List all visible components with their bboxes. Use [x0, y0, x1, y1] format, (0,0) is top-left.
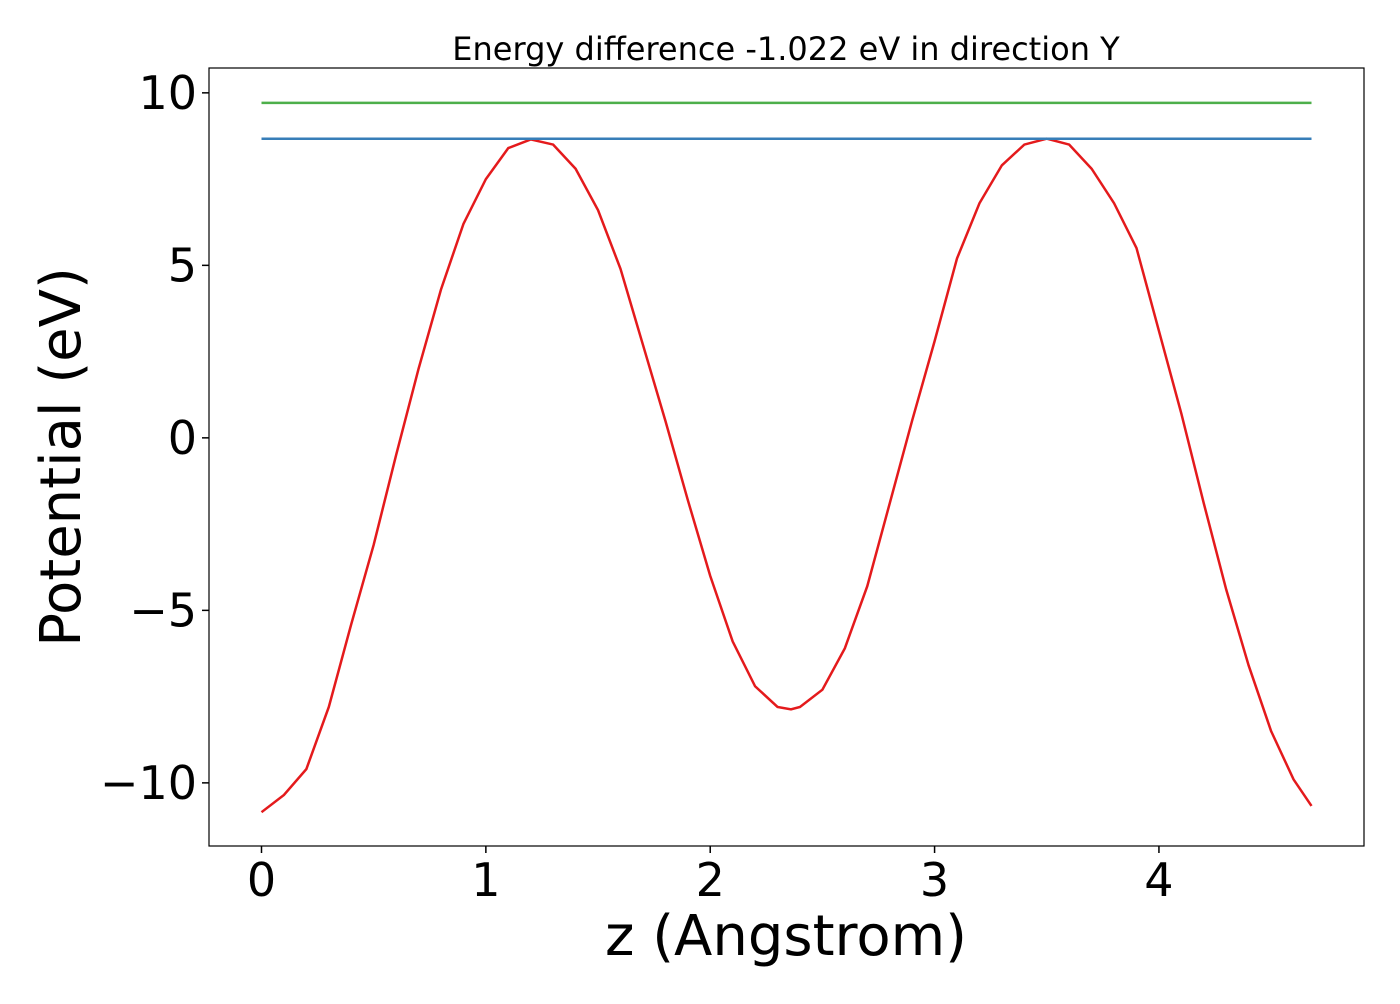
plot-frame — [208, 67, 1365, 847]
y-tick-label: −10 — [100, 756, 197, 810]
x-tick-label: 3 — [920, 853, 949, 907]
chart-title: Energy difference -1.022 eV in direction… — [452, 30, 1120, 68]
x-axis-label: z (Angstrom) — [605, 904, 967, 969]
y-tick-label: 5 — [168, 238, 197, 292]
series-line — [260, 137, 1313, 814]
x-tick-label: 0 — [247, 853, 276, 907]
y-axis-label: Potential (eV) — [29, 267, 94, 647]
x-tick-label: 2 — [696, 853, 725, 907]
y-tick-label: 0 — [168, 411, 197, 465]
x-tick-label: 4 — [1144, 853, 1173, 907]
x-tick-label: 1 — [471, 853, 500, 907]
y-tick-label: 10 — [138, 66, 197, 120]
y-tick-label: −5 — [129, 583, 197, 637]
